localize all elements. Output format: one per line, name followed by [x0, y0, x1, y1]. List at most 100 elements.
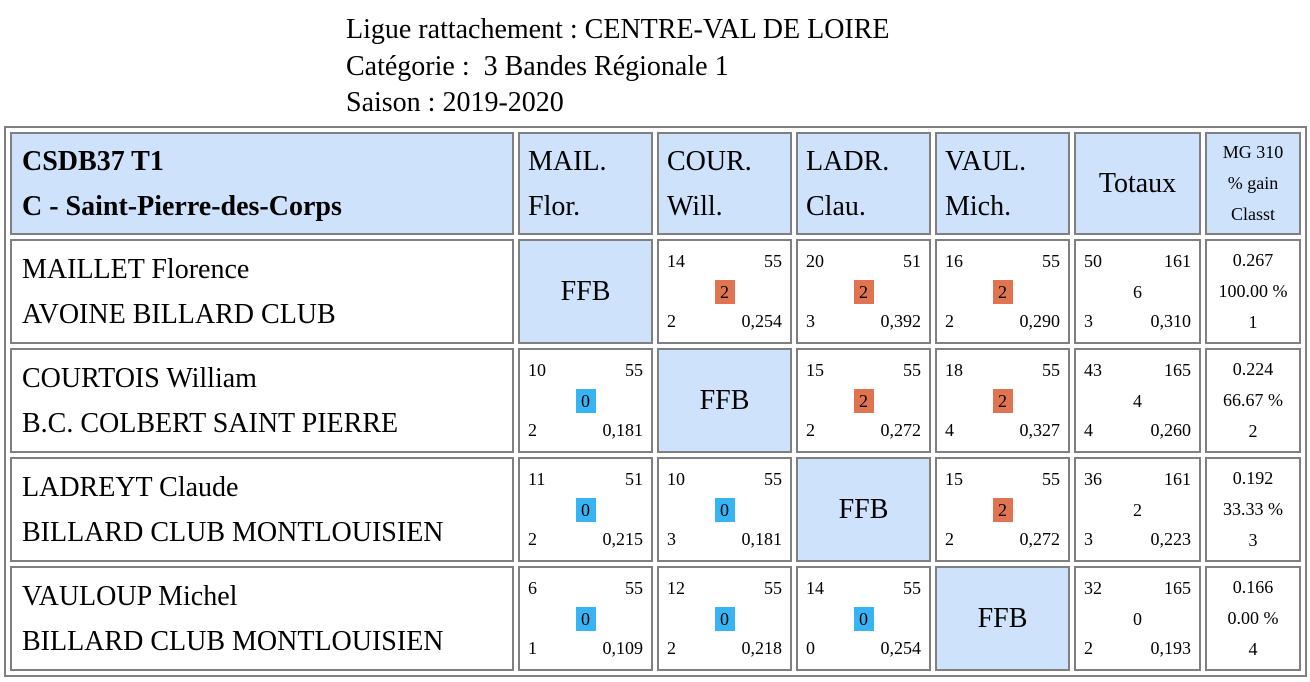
general-average-310: 0.192	[1232, 468, 1274, 488]
innings: 55	[903, 578, 921, 598]
match-points-badge: 2	[853, 279, 874, 304]
col-header-surname: VAUL.	[945, 145, 1027, 177]
col-header-firstname: Will.	[667, 190, 723, 222]
match-points-badge: 2	[714, 279, 735, 304]
player-name: LADREYT Claude	[22, 471, 239, 503]
high-run: 2	[528, 529, 537, 549]
categorie-line: Catégorie : 3 Bandes Régionale 1	[346, 50, 729, 82]
match-points-wrap: 0	[1076, 607, 1199, 631]
best-high-run: 3	[1084, 529, 1093, 549]
match-result-cell: 10 55 0 3 0,181	[657, 457, 792, 562]
average: 0,272	[1019, 529, 1061, 549]
table-row: VAULOUP Michel BILLARD CLUB MONTLOUISIEN 6…	[10, 566, 1301, 671]
general-average: 0,223	[1150, 529, 1192, 549]
innings: 55	[764, 251, 782, 271]
high-run: 0	[806, 638, 815, 658]
ranking-position: 4	[1248, 639, 1258, 659]
totals-cell: 50 161 6 3 0,310	[1074, 239, 1201, 344]
match-result-cell: 10 55 0 2 0,181	[518, 348, 653, 453]
player-cell: MAILLET Florence AVOINE BILLARD CLUB	[10, 239, 514, 344]
ranking-cell: 0.192 33.33 % 3	[1205, 457, 1301, 562]
col-header-2: LADR. Clau.	[796, 132, 931, 235]
match-points-wrap: 2	[937, 279, 1068, 304]
innings: 55	[903, 360, 921, 380]
best-high-run: 2	[1084, 638, 1093, 658]
high-run: 4	[945, 420, 954, 440]
win-percentage: 66.67 %	[1223, 390, 1283, 410]
high-run: 1	[528, 638, 537, 658]
match-points-wrap: 0	[659, 606, 790, 631]
points-scored: 6	[528, 578, 537, 598]
points-scored: 10	[667, 469, 685, 489]
general-average-310: 0.267	[1232, 250, 1274, 270]
match-result-cell: 12 55 0 2 0,218	[657, 566, 792, 671]
table-body: MAILLET Florence AVOINE BILLARD CLUB FFB 14…	[10, 239, 1301, 671]
team-code: CSDB37 T1	[22, 145, 164, 177]
points-scored: 14	[806, 578, 824, 598]
win-percentage: 0.00 %	[1227, 608, 1279, 628]
col-header-surname: MAIL.	[528, 145, 607, 177]
ffb-self-cell: FFB	[518, 239, 653, 344]
total-innings: 165	[1164, 578, 1191, 598]
win-percentage: 33.33 %	[1223, 499, 1283, 519]
player-name: COURTOIS William	[22, 362, 257, 394]
player-club: BILLARD CLUB MONTLOUISIEN	[22, 516, 444, 548]
total-match-points: 4	[1133, 390, 1142, 411]
general-average: 0,193	[1150, 638, 1192, 658]
general-average-310: 0.166	[1232, 577, 1274, 597]
average: 0,290	[1019, 311, 1061, 331]
innings: 55	[1042, 251, 1060, 271]
total-points: 43	[1084, 360, 1102, 380]
ffb-self-cell: FFB	[657, 348, 792, 453]
average: 0,327	[1019, 420, 1061, 440]
match-points-badge: 0	[714, 606, 735, 631]
col-header-firstname: Flor.	[528, 190, 581, 222]
total-points: 32	[1084, 578, 1102, 598]
match-points-wrap: 0	[659, 497, 790, 522]
player-name: MAILLET Florence	[22, 253, 250, 285]
total-match-points: 6	[1133, 281, 1142, 302]
total-points: 36	[1084, 469, 1102, 489]
total-points: 50	[1084, 251, 1102, 271]
mg-header-pct: % gain	[1227, 173, 1279, 193]
innings: 55	[625, 578, 643, 598]
points-scored: 15	[806, 360, 824, 380]
match-result-cell: 14 55 2 2 0,254	[657, 239, 792, 344]
match-points-wrap: 2	[659, 279, 790, 304]
high-run: 2	[667, 638, 676, 658]
match-points-wrap: 0	[520, 388, 651, 413]
innings: 55	[1042, 469, 1060, 489]
average: 0,392	[880, 311, 922, 331]
high-run: 2	[945, 311, 954, 331]
ranking-position: 3	[1248, 530, 1258, 550]
match-points-badge: 2	[992, 279, 1013, 304]
high-run: 2	[806, 420, 815, 440]
match-points-wrap: 2	[1076, 498, 1199, 522]
total-match-points: 0	[1133, 608, 1142, 629]
player-club: BILLARD CLUB MONTLOUISIEN	[22, 625, 444, 657]
innings: 51	[625, 469, 643, 489]
match-points-badge: 0	[714, 497, 735, 522]
match-points-badge: 2	[992, 388, 1013, 413]
col-header-3: VAUL. Mich.	[935, 132, 1070, 235]
table-row: COURTOIS William B.C. COLBERT SAINT PIERR…	[10, 348, 1301, 453]
results-table: CSDB37 T1 C - Saint-Pierre-des-Corps MAI…	[4, 126, 1307, 677]
col-header-surname: LADR.	[806, 145, 890, 177]
general-average: 0,260	[1150, 420, 1192, 440]
match-points-badge: 0	[575, 497, 596, 522]
team-header-cell: CSDB37 T1 C - Saint-Pierre-des-Corps	[10, 132, 514, 235]
match-points-badge: 2	[992, 497, 1013, 522]
mg-header-rank: Classt	[1230, 204, 1275, 224]
average: 0,254	[741, 311, 783, 331]
innings: 55	[764, 578, 782, 598]
match-result-cell: 15 55 2 2 0,272	[796, 348, 931, 453]
average: 0,218	[741, 638, 783, 658]
general-average-310: 0.224	[1232, 359, 1274, 379]
average: 0,254	[880, 638, 922, 658]
average: 0,272	[880, 420, 922, 440]
match-points-badge: 0	[575, 388, 596, 413]
match-points-wrap: 2	[937, 497, 1068, 522]
high-run: 3	[667, 529, 676, 549]
totals-cell: 43 165 4 4 0,260	[1074, 348, 1201, 453]
innings: 51	[903, 251, 921, 271]
